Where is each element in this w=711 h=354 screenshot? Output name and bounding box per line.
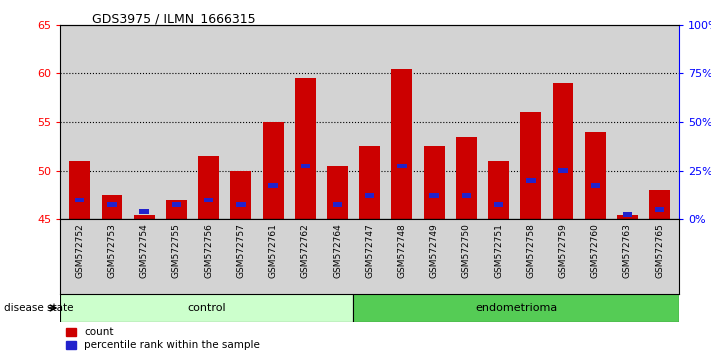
Text: GSM572748: GSM572748 (397, 223, 407, 278)
Text: GSM572762: GSM572762 (301, 223, 310, 278)
Text: GSM572760: GSM572760 (591, 223, 600, 278)
Text: GSM572765: GSM572765 (655, 223, 664, 278)
Text: GSM572764: GSM572764 (333, 223, 342, 278)
Bar (655, 207, 664, 212)
Bar (236, 202, 245, 207)
Bar (333, 202, 342, 207)
Bar (171, 202, 181, 207)
Bar (359, 147, 380, 219)
Text: GSM572756: GSM572756 (204, 223, 213, 278)
Text: GSM572752: GSM572752 (75, 223, 85, 278)
Bar (456, 137, 477, 219)
Bar (268, 183, 278, 188)
Bar (353, 294, 679, 322)
Bar (60, 294, 353, 322)
Text: GSM572757: GSM572757 (236, 223, 245, 278)
Text: disease state: disease state (4, 303, 73, 313)
Bar (75, 198, 85, 202)
Bar (617, 215, 638, 219)
Text: GSM572755: GSM572755 (172, 223, 181, 278)
Text: GSM572759: GSM572759 (559, 223, 567, 278)
Bar (392, 69, 412, 219)
Bar (461, 193, 471, 198)
Text: GDS3975 / ILMN_1666315: GDS3975 / ILMN_1666315 (92, 12, 256, 25)
Bar (552, 83, 574, 219)
Legend: count, percentile rank within the sample: count, percentile rank within the sample (65, 327, 260, 350)
Text: GSM572750: GSM572750 (462, 223, 471, 278)
Bar (134, 215, 155, 219)
Bar (623, 212, 632, 217)
Bar (295, 78, 316, 219)
Bar (139, 209, 149, 214)
Text: endometrioma: endometrioma (475, 303, 557, 313)
Bar (494, 202, 503, 207)
Bar (166, 200, 187, 219)
Text: GSM572747: GSM572747 (365, 223, 374, 278)
Bar (327, 166, 348, 219)
Bar (262, 122, 284, 219)
Text: GSM572758: GSM572758 (526, 223, 535, 278)
Text: control: control (188, 303, 226, 313)
Text: GSM572754: GSM572754 (139, 223, 149, 278)
Bar (107, 202, 117, 207)
Bar (69, 161, 90, 219)
Bar (102, 195, 122, 219)
Bar (424, 147, 444, 219)
Bar (365, 193, 375, 198)
Bar (488, 161, 509, 219)
Bar (526, 178, 535, 183)
Bar (230, 171, 251, 219)
Bar (429, 193, 439, 198)
Bar (558, 169, 568, 173)
Bar (591, 183, 600, 188)
Bar (198, 156, 219, 219)
Bar (520, 113, 541, 219)
Text: GSM572761: GSM572761 (269, 223, 277, 278)
Bar (584, 132, 606, 219)
Text: GSM572763: GSM572763 (623, 223, 632, 278)
Bar (301, 164, 310, 169)
Text: GSM572753: GSM572753 (107, 223, 117, 278)
Text: GSM572751: GSM572751 (494, 223, 503, 278)
Bar (397, 164, 407, 169)
Text: GSM572749: GSM572749 (429, 223, 439, 278)
Bar (649, 190, 670, 219)
Bar (204, 198, 213, 202)
